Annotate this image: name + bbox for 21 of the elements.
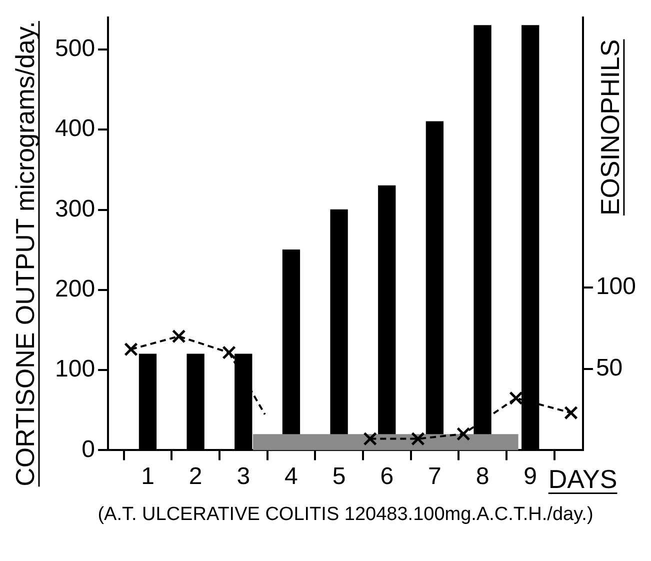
x-tick-label: 1 bbox=[141, 463, 154, 490]
x-tick-label: 5 bbox=[332, 463, 346, 490]
y-tick-label: 100 bbox=[54, 356, 96, 383]
x-tick-label: 2 bbox=[188, 463, 202, 490]
y-axis-title: CORTISONE OUTPUT micrograms/day. bbox=[10, 21, 40, 486]
x-tick-label: 8 bbox=[476, 463, 490, 490]
y2-axis-title: EOSINOPHILS bbox=[594, 39, 625, 216]
x-axis-title: DAYS bbox=[548, 464, 618, 494]
y-tick-label: 200 bbox=[54, 276, 96, 303]
x-tick-label: 6 bbox=[380, 463, 394, 490]
y-tick-label: 300 bbox=[54, 195, 96, 222]
y2-tick-label: 100 bbox=[596, 273, 636, 300]
y-tick-label: 500 bbox=[54, 35, 96, 62]
y-tick-label: 400 bbox=[54, 115, 96, 142]
x-tick-label: 9 bbox=[524, 463, 538, 490]
x-tick-label: 4 bbox=[284, 463, 298, 490]
y2-tick-label: 50 bbox=[596, 354, 623, 382]
x-tick-label: 3 bbox=[236, 463, 250, 490]
y-tick-label: 0 bbox=[82, 436, 96, 463]
text: (A.T. ULCERATIVE COLITIS 120483.100mg.A.C.T.H./day.) bbox=[98, 504, 594, 526]
x-tick-label: 7 bbox=[428, 463, 442, 490]
